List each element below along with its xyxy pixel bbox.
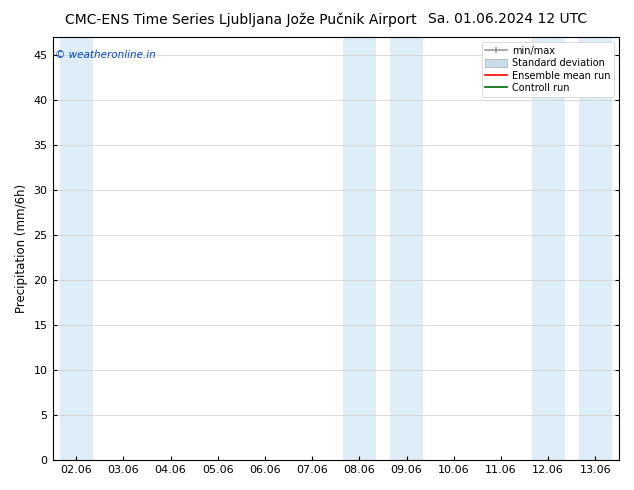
Text: © weatheronline.in: © weatheronline.in bbox=[55, 50, 156, 60]
Text: Sa. 01.06.2024 12 UTC: Sa. 01.06.2024 12 UTC bbox=[428, 12, 586, 26]
Bar bbox=[60, 37, 93, 460]
Y-axis label: Precipitation (mm/6h): Precipitation (mm/6h) bbox=[15, 184, 28, 313]
Text: CMC-ENS Time Series Ljubljana Jože Pučnik Airport: CMC-ENS Time Series Ljubljana Jože Pučni… bbox=[65, 12, 417, 27]
Legend: min/max, Standard deviation, Ensemble mean run, Controll run: min/max, Standard deviation, Ensemble me… bbox=[482, 42, 614, 97]
Bar bbox=[579, 37, 612, 460]
Bar bbox=[532, 37, 565, 460]
Bar bbox=[390, 37, 423, 460]
Bar bbox=[343, 37, 376, 460]
